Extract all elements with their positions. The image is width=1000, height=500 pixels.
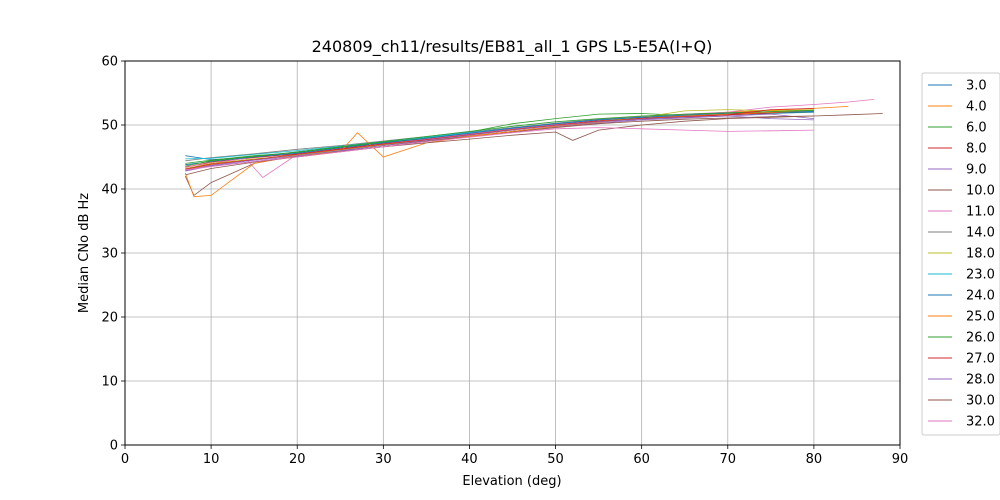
x-axis: 0 10 20 30 40 50 60 70 80 90 (121, 445, 908, 467)
legend-label: 26.0 (966, 331, 995, 346)
x-axis-label: Elevation (deg) (462, 474, 561, 489)
legend-label: 18.0 (966, 247, 995, 262)
x-tick-label: 10 (203, 452, 220, 467)
y-tick-label: 0 (110, 439, 118, 454)
x-tick-label: 20 (289, 452, 306, 467)
legend-label: 9.0 (966, 163, 987, 178)
series-line-32.0 (185, 127, 814, 171)
x-tick-label: 70 (720, 452, 737, 467)
series-line-11.0 (185, 99, 875, 179)
y-tick-label: 50 (101, 119, 118, 134)
series-line-9.0 (185, 113, 814, 172)
y-tick-label: 10 (101, 375, 118, 390)
legend-label: 30.0 (966, 394, 995, 409)
legend-label: 23.0 (966, 268, 995, 283)
series-line-24.0 (185, 111, 814, 166)
legend-label: 27.0 (966, 352, 995, 367)
x-tick-label: 50 (547, 452, 564, 467)
series-line-28.0 (185, 115, 814, 171)
legend-label: 28.0 (966, 373, 995, 388)
y-tick-label: 30 (101, 247, 118, 262)
legend-label: 32.0 (966, 415, 995, 430)
legend-label: 11.0 (966, 205, 995, 220)
chart-title: 240809_ch11/results/EB81_all_1 GPS L5-E5… (312, 37, 713, 57)
x-tick-label: 90 (892, 452, 909, 467)
x-tick-label: 40 (461, 452, 478, 467)
legend-label: 10.0 (966, 184, 995, 199)
x-tick-label: 80 (806, 452, 823, 467)
legend-box (921, 72, 1000, 436)
legend-label: 14.0 (966, 226, 995, 241)
y-tick-label: 60 (101, 55, 118, 70)
series-line-4.0 (185, 106, 849, 171)
legend: 3.0 4.0 6.0 8.0 9.0 10.0 11.0 14.0 18.0 23.0 24.0 2… (921, 72, 1000, 436)
y-tick-label: 20 (101, 311, 118, 326)
y-tick-label: 40 (101, 183, 118, 198)
series-line-26.0 (185, 109, 814, 167)
series-line-27.0 (185, 108, 814, 170)
series-lines (184, 99, 883, 198)
y-axis: 0 10 20 30 40 50 60 (101, 55, 125, 454)
legend-label: 3.0 (966, 79, 987, 94)
x-tick-label: 30 (375, 452, 392, 467)
legend-label: 25.0 (966, 310, 995, 325)
y-axis-label: Median CNo dB Hz (77, 193, 92, 313)
x-tick-label: 0 (121, 452, 129, 467)
legend-label: 4.0 (966, 100, 987, 115)
x-tick-label: 60 (633, 452, 650, 467)
legend-label: 8.0 (966, 142, 987, 157)
legend-label: 6.0 (966, 121, 987, 136)
legend-label: 24.0 (966, 289, 995, 304)
